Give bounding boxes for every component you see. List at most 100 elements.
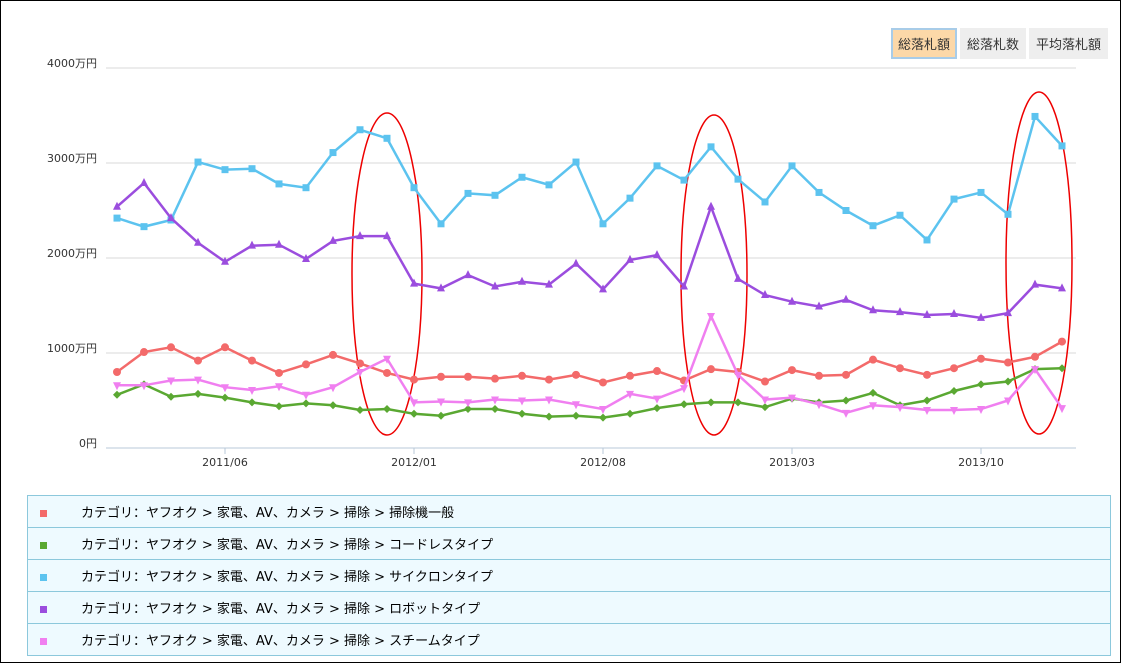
- point: [950, 407, 958, 415]
- point: [734, 273, 742, 282]
- point: [329, 384, 337, 393]
- point: [329, 235, 337, 244]
- point: [788, 366, 796, 375]
- point: [923, 396, 931, 405]
- point: [410, 184, 418, 192]
- point: [464, 405, 472, 414]
- point: [383, 368, 391, 377]
- series-line: [116, 181, 1063, 320]
- point: [518, 276, 526, 285]
- point: [869, 388, 877, 397]
- point: [1004, 377, 1012, 386]
- point: [626, 390, 634, 399]
- point: [869, 222, 877, 230]
- point: [410, 278, 418, 287]
- point: [842, 396, 850, 405]
- point: [167, 213, 175, 222]
- point: [653, 250, 661, 259]
- point: [707, 143, 715, 151]
- point: [734, 398, 742, 407]
- point: [572, 411, 580, 420]
- point: [275, 368, 283, 377]
- point: [842, 370, 850, 379]
- series-line: [116, 340, 1063, 384]
- point: [356, 369, 364, 377]
- point: [221, 166, 229, 174]
- point: [545, 181, 553, 189]
- point: [545, 279, 553, 288]
- x-tick-label: 2011/06: [202, 456, 248, 469]
- point: [680, 400, 688, 409]
- legend-swatch: [40, 638, 47, 645]
- highlight-ellipse: [351, 112, 423, 436]
- point: [1004, 308, 1012, 317]
- point: [545, 396, 553, 405]
- button-group: 総落札額 総落札数 平均落札額: [890, 28, 1108, 59]
- legend-label: カテゴリ：ヤフオク > 家電、AV、カメラ > 掃除 > スチームタイプ: [81, 634, 480, 649]
- legend-cell: カテゴリ：ヤフオク > 家電、AV、カメラ > 掃除 > 掃除機一般: [27, 495, 1111, 528]
- point: [194, 237, 202, 246]
- point: [221, 384, 229, 393]
- point: [518, 397, 526, 406]
- point: [788, 296, 796, 305]
- series-line: [116, 366, 1063, 419]
- chart: 0円 1000万円 2000万円 3000万円 4000万円 2011/06 2012/01…: [47, 57, 1076, 469]
- point: [140, 223, 148, 231]
- point: [113, 368, 121, 376]
- point: [869, 305, 877, 314]
- point: [1004, 210, 1012, 218]
- point: [356, 406, 364, 414]
- point: [167, 343, 175, 352]
- point: [707, 201, 715, 210]
- point: [275, 239, 283, 248]
- legend-cell: カテゴリ：ヤフオク > 家電、AV、カメラ > 掃除 > サイクロンタイプ: [27, 559, 1111, 592]
- point: [275, 180, 283, 188]
- legend-row: カテゴリ：ヤフオク > 家電、AV、カメラ > 掃除 > 掃除機一般: [27, 495, 1111, 528]
- point: [302, 184, 310, 192]
- point: [626, 409, 634, 418]
- legend-label: カテゴリ：ヤフオク > 家電、AV、カメラ > 掃除 > サイクロンタイプ: [81, 570, 493, 585]
- point: [788, 162, 796, 170]
- point: [788, 394, 796, 403]
- tab-button[interactable]: 総落札数: [959, 28, 1026, 59]
- point: [653, 162, 661, 170]
- point: [437, 220, 445, 228]
- point: [950, 364, 958, 373]
- point: [140, 382, 148, 391]
- point: [545, 375, 553, 384]
- point: [572, 370, 580, 379]
- point: [167, 377, 175, 386]
- tab-button[interactable]: 平均落札額: [1028, 28, 1108, 59]
- point: [140, 348, 148, 357]
- point: [1058, 405, 1066, 414]
- point: [815, 301, 823, 310]
- point: [194, 356, 202, 365]
- tab-button[interactable]: 総落札額: [890, 28, 957, 59]
- point: [1031, 112, 1039, 120]
- point: [896, 211, 904, 219]
- point: [383, 355, 391, 364]
- legend-label: カテゴリ：ヤフオク > 家電、AV、カメラ > 掃除 > コードレスタイプ: [81, 538, 494, 553]
- point: [221, 256, 229, 265]
- point: [626, 194, 634, 202]
- point: [1058, 142, 1066, 150]
- legend-row: カテゴリ：ヤフオク > 家電、AV、カメラ > 掃除 > スチームタイプ: [27, 623, 1111, 656]
- point: [572, 158, 580, 166]
- point: [680, 385, 688, 394]
- point: [977, 406, 985, 415]
- legend-cell: カテゴリ：ヤフオク > 家電、AV、カメラ > 掃除 > スチームタイプ: [27, 623, 1111, 656]
- point: [329, 350, 337, 359]
- point: [113, 201, 121, 210]
- point: [599, 378, 607, 387]
- point: [869, 355, 877, 364]
- point: [815, 188, 823, 196]
- point: [707, 365, 715, 374]
- point: [977, 312, 985, 321]
- highlight-ellipse: [1005, 91, 1073, 435]
- point: [194, 376, 202, 385]
- series-line: [117, 312, 1064, 415]
- point: [1058, 364, 1066, 373]
- legend-label: カテゴリ：ヤフオク > 家電、AV、カメラ > 掃除 > 掃除機一般: [81, 506, 455, 521]
- point: [572, 401, 580, 410]
